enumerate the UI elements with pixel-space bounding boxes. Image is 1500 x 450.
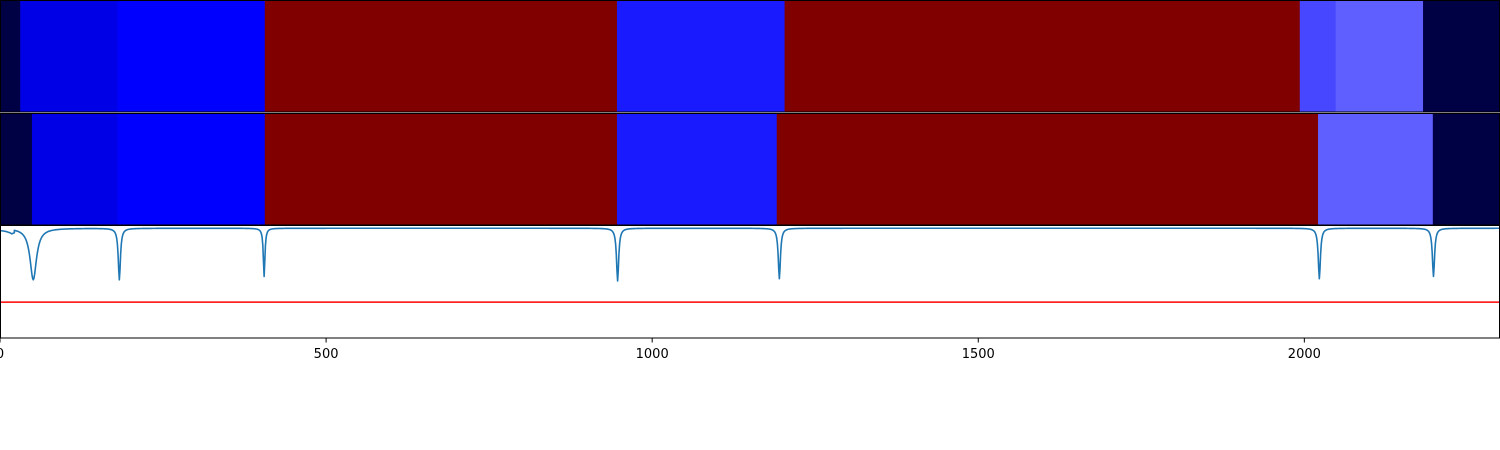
- x-axis: 0 500 1000 1500 2000: [0, 338, 1321, 362]
- x-tick-label-1000: 1000: [636, 347, 669, 362]
- track-2-segment-2: [31, 114, 118, 225]
- track-1-segment-4: [264, 1, 618, 112]
- segmentation-track-1: [0, 1, 1500, 112]
- track-1-segment-6: [784, 1, 1301, 112]
- track-2-segment-8: [1432, 114, 1500, 225]
- track-1-segment-9: [1423, 1, 1500, 112]
- track-1-segment-7: [1299, 1, 1337, 112]
- track-2-segment-6: [776, 114, 1319, 225]
- track-1-segment-8: [1335, 1, 1424, 112]
- track-1-segment-5: [616, 1, 786, 112]
- x-tick-label-2000: 2000: [1288, 347, 1321, 362]
- signal-curve: [0, 227, 1500, 282]
- x-tick-label-500: 500: [314, 347, 339, 362]
- track-2-segment-1: [0, 114, 33, 225]
- x-tick-label-0: 0: [0, 347, 4, 362]
- axes-frame-3: [0, 225, 1500, 339]
- signal-line-plot: [0, 227, 1500, 303]
- track-2-segment-3: [117, 114, 266, 225]
- track-2-segment-7: [1318, 114, 1434, 225]
- track-1-segment-1: [0, 1, 21, 112]
- track-2-segment-5: [616, 114, 778, 225]
- track-1-segment-2: [20, 1, 118, 112]
- x-tick-label-1500: 1500: [962, 347, 995, 362]
- track-2-segment-4: [264, 114, 618, 225]
- track-1-segment-3: [117, 1, 266, 112]
- segmentation-track-2: [0, 114, 1500, 225]
